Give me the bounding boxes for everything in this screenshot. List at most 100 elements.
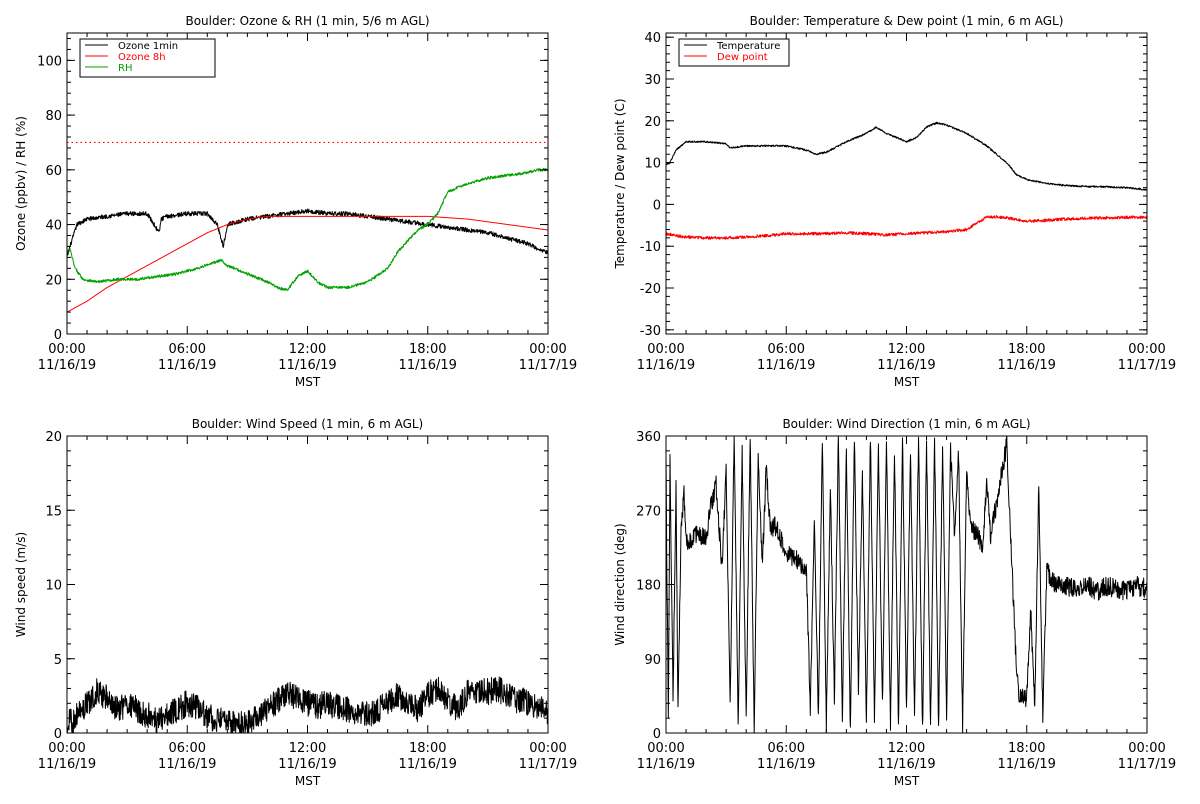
series-line-ozone-8h [67, 215, 548, 313]
x-tick-time-label: 18:00 [409, 741, 446, 756]
chart-title: Boulder: Ozone & RH (1 min, 5/6 m AGL) [185, 14, 429, 28]
legend-label: Ozone 8h [118, 52, 166, 63]
x-tick-date-label: 11/17/19 [1118, 358, 1176, 373]
x-tick-date-label: 11/16/19 [38, 757, 96, 772]
chart-panel-2: Boulder: Temperature & Dew point (1 min,… [613, 14, 1176, 389]
series-line-1 [67, 676, 548, 733]
legend-label: Dew point [717, 52, 768, 63]
legend-label: Ozone 1min [118, 41, 178, 52]
x-tick-date-label: 11/17/19 [519, 757, 577, 772]
legend-label: Temperature [716, 41, 780, 52]
y-tick-label: 15 [45, 504, 62, 519]
chart-title: Boulder: Wind Speed (1 min, 6 m AGL) [192, 417, 424, 431]
x-tick-date-label: 11/16/19 [998, 757, 1056, 772]
y-tick-label: 180 [636, 579, 661, 594]
x-tick-date-label: 11/16/19 [637, 358, 695, 373]
y-tick-label: 40 [644, 31, 661, 46]
x-tick-time-label: 00:00 [1128, 741, 1165, 756]
x-tick-time-label: 18:00 [1008, 342, 1045, 357]
x-tick-time-label: 00:00 [1128, 342, 1165, 357]
x-tick-time-label: 12:00 [289, 741, 326, 756]
x-tick-time-label: 12:00 [888, 741, 925, 756]
series-line-1 [666, 436, 1147, 733]
y-tick-label: 40 [45, 219, 62, 234]
x-tick-date-label: 11/16/19 [757, 358, 815, 373]
x-tick-date-label: 11/16/19 [757, 757, 815, 772]
x-axis-label: MST [894, 375, 920, 389]
y-tick-label: 100 [37, 54, 62, 69]
y-tick-label: 270 [636, 504, 661, 519]
plot-area [666, 436, 1147, 733]
x-tick-date-label: 11/16/19 [877, 358, 935, 373]
plot-area [666, 121, 1147, 240]
chart-title: Boulder: Temperature & Dew point (1 min,… [750, 14, 1064, 28]
x-tick-date-label: 11/16/19 [158, 757, 216, 772]
series-line-rh [67, 167, 548, 292]
y-tick-label: -10 [640, 240, 661, 255]
x-tick-date-label: 11/16/19 [278, 358, 336, 373]
x-tick-date-label: 11/17/19 [519, 358, 577, 373]
y-tick-label: -20 [640, 282, 661, 297]
y-tick-label: 10 [644, 157, 661, 172]
y-tick-label: 5 [54, 653, 62, 668]
x-axis-label: MST [295, 375, 321, 389]
x-tick-date-label: 11/16/19 [399, 757, 457, 772]
x-tick-date-label: 11/17/19 [1118, 757, 1176, 772]
y-axis-label: Temperature / Dew point (C) [613, 98, 627, 269]
x-tick-date-label: 11/16/19 [38, 358, 96, 373]
y-tick-label: 20 [45, 273, 62, 288]
chart-panel-4: Boulder: Wind Direction (1 min, 6 m AGL)… [613, 417, 1176, 788]
y-axis-label: Ozone (ppbv) / RH (%) [14, 116, 28, 251]
x-axis-label: MST [894, 774, 920, 788]
y-tick-label: 10 [45, 579, 62, 594]
y-tick-label: -30 [640, 324, 661, 339]
y-tick-label: 0 [653, 198, 661, 213]
y-tick-label: 90 [644, 653, 661, 668]
x-tick-time-label: 06:00 [768, 342, 805, 357]
legend-box [678, 38, 790, 67]
plot-area [67, 141, 548, 313]
x-tick-time-label: 00:00 [48, 741, 85, 756]
chart-panel-1: Boulder: Ozone & RH (1 min, 5/6 m AGL) Oz… [14, 14, 577, 389]
x-tick-date-label: 11/16/19 [158, 358, 216, 373]
x-tick-time-label: 18:00 [409, 342, 446, 357]
y-tick-label: 60 [45, 164, 62, 179]
series-line-ozone-1min [67, 208, 548, 257]
y-tick-label: 20 [644, 115, 661, 130]
x-tick-time-label: 12:00 [289, 342, 326, 357]
y-tick-label: 360 [636, 430, 661, 445]
chart-panel-3: Boulder: Wind Speed (1 min, 6 m AGL) Wind… [14, 417, 577, 788]
y-tick-label: 30 [644, 73, 661, 88]
x-tick-time-label: 00:00 [529, 342, 566, 357]
y-tick-label: 0 [653, 727, 661, 742]
plot-area [67, 676, 548, 733]
y-tick-label: 0 [54, 727, 62, 742]
x-tick-date-label: 11/16/19 [637, 757, 695, 772]
x-tick-date-label: 11/16/19 [877, 757, 935, 772]
x-tick-time-label: 12:00 [888, 342, 925, 357]
x-tick-time-label: 06:00 [169, 741, 206, 756]
x-tick-date-label: 11/16/19 [399, 358, 457, 373]
y-tick-label: 20 [45, 430, 62, 445]
x-tick-time-label: 06:00 [169, 342, 206, 357]
series-line-temperature [666, 121, 1147, 191]
y-tick-label: 0 [54, 328, 62, 343]
x-tick-time-label: 06:00 [768, 741, 805, 756]
series-line-dew-point [666, 215, 1147, 240]
x-tick-time-label: 00:00 [647, 741, 684, 756]
x-tick-time-label: 00:00 [647, 342, 684, 357]
y-tick-label: 80 [45, 109, 62, 124]
legend-label: RH [118, 63, 132, 74]
x-tick-date-label: 11/16/19 [998, 358, 1056, 373]
x-tick-time-label: 00:00 [529, 741, 566, 756]
y-axis-label: Wind speed (m/s) [14, 532, 28, 637]
x-tick-time-label: 00:00 [48, 342, 85, 357]
x-tick-time-label: 18:00 [1008, 741, 1045, 756]
x-axis-label: MST [295, 774, 321, 788]
chart-title: Boulder: Wind Direction (1 min, 6 m AGL) [782, 417, 1030, 431]
